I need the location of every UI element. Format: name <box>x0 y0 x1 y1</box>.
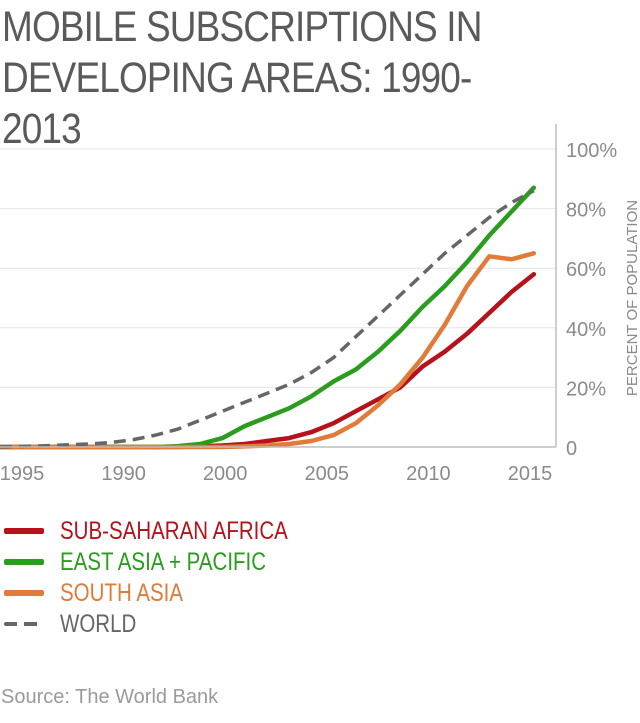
legend-item-east-asia-pacific: EAST ASIA + PACIFIC <box>0 546 400 576</box>
legend-label-sub-saharan-africa: SUB-SAHARAN AFRICA <box>60 517 288 545</box>
series-line-world <box>0 189 535 449</box>
legend-item-sub-saharan-africa: SUB-SAHARAN AFRICA <box>0 515 400 545</box>
x-tick-label: 2000 <box>203 463 248 485</box>
y-tick-label: 0 <box>566 438 577 460</box>
axes <box>0 124 557 448</box>
y-tick-label: 60% <box>566 259 606 281</box>
y-tick-label: 40% <box>566 319 606 341</box>
legend-label-east-asia-pacific: EAST ASIA + PACIFIC <box>60 548 267 576</box>
y-axis-label: PERCENT OF POPULATION <box>624 200 640 396</box>
y-tick-label: 100% <box>566 140 617 162</box>
chart-title: MOBILE SUBSCRIPTIONS IN DEVELOPING AREAS… <box>2 3 482 153</box>
series-line-east-asia-pacific <box>0 185 537 450</box>
legend-label-world: WORLD <box>60 610 137 638</box>
x-tick-label: 2005 <box>305 463 350 485</box>
gridlines <box>0 148 556 388</box>
series-line-sub-saharan-africa <box>0 271 537 450</box>
legend-swatch-sub-saharan-africa <box>4 528 44 534</box>
series-lines <box>0 185 537 450</box>
source-note: Source: The World Bank <box>1 686 219 708</box>
y-tick-label: 80% <box>566 200 606 222</box>
legend-label-south-asia: SOUTH ASIA <box>60 579 184 607</box>
y-tick-label: 20% <box>566 378 606 400</box>
legend-swatch-east-asia-pacific <box>4 559 44 565</box>
tick-labels: 0 20% 40% 60% 80% 100% 1995 1990 2000 2005 2010 201… <box>0 140 617 485</box>
x-tick-label: 2010 <box>406 463 451 485</box>
x-tick-label: 1990 <box>101 463 146 485</box>
x-tick-label: 2015 <box>508 463 553 485</box>
legend-swatch-south-asia <box>4 590 44 596</box>
legend-swatch-world <box>4 622 44 626</box>
x-tick-label: 1995 <box>0 463 44 485</box>
legend-item-world: WORLD <box>0 608 400 638</box>
legend-item-south-asia: SOUTH ASIA <box>0 577 400 607</box>
